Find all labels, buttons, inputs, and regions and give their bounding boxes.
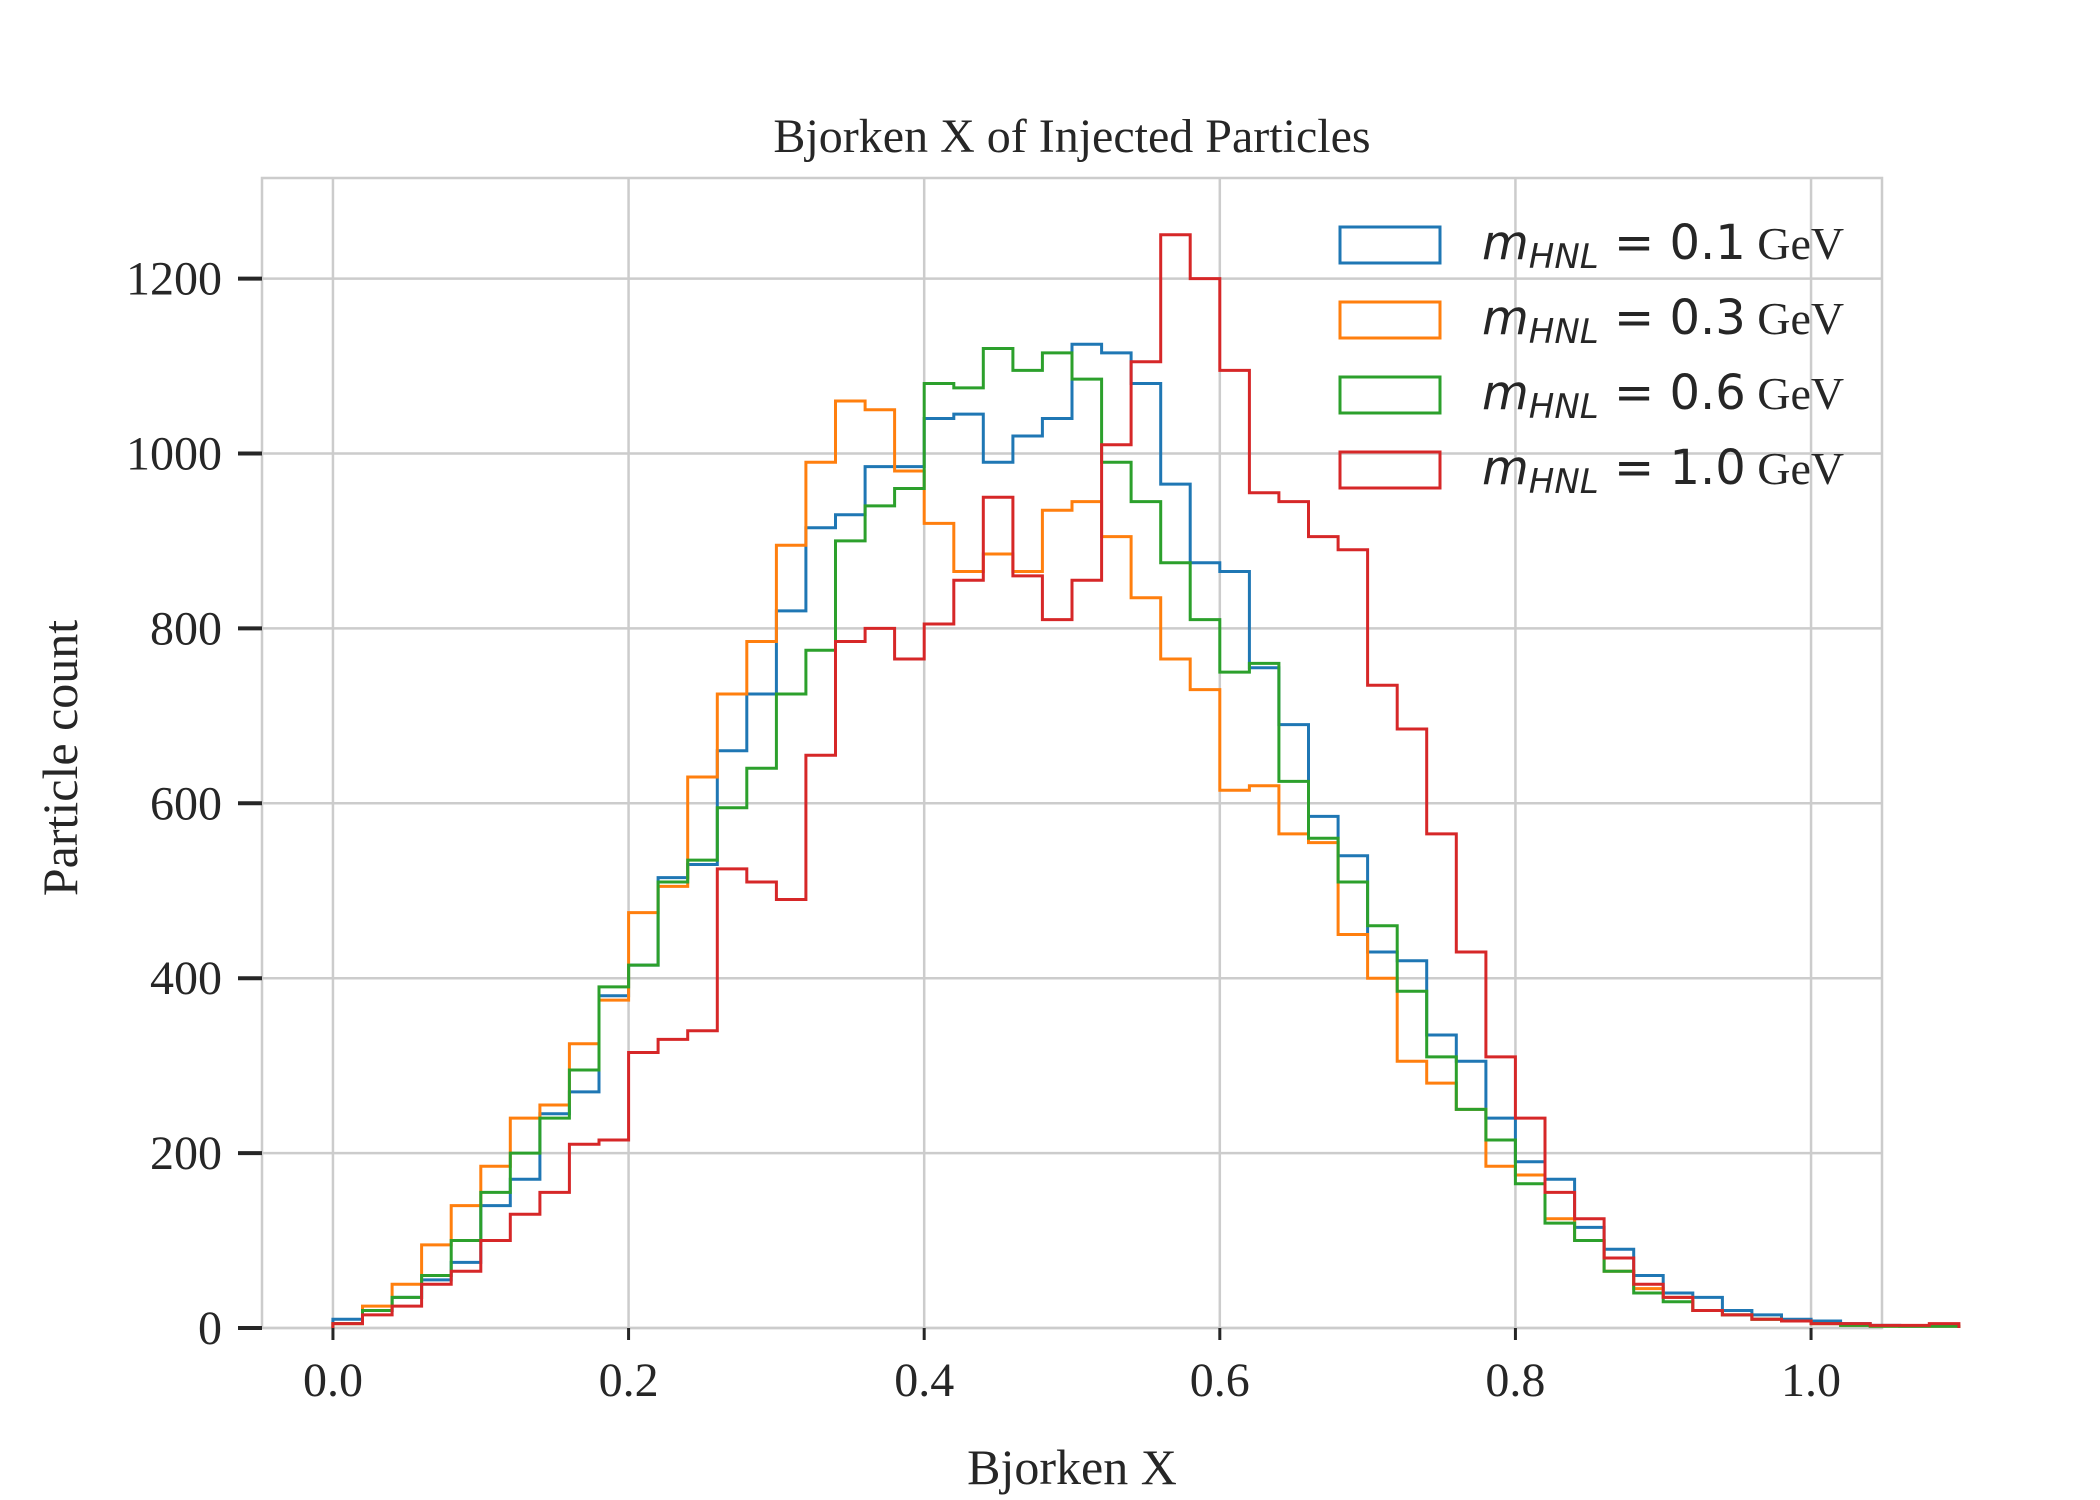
legend: mHNL = 0.1 GeV mHNL = 0.3 GeV mHNL = 0.6 G… — [1338, 215, 1844, 502]
legend-swatch — [1338, 375, 1442, 415]
legend-label: mHNL = 1.0 GeV — [1482, 440, 1844, 502]
legend-swatch — [1338, 225, 1442, 265]
y-tick-label: 1000 — [126, 427, 222, 480]
chart-title: Bjorken X of Injected Particles — [773, 110, 1370, 163]
x-tick-label: 0.6 — [1190, 1354, 1250, 1407]
legend-label: mHNL = 0.1 GeV — [1482, 215, 1844, 277]
legend-swatch — [1338, 450, 1442, 490]
y-axis-label: Particle count — [32, 620, 88, 896]
x-tick-label: 1.0 — [1781, 1354, 1841, 1407]
series-4-histogram — [331, 233, 1961, 1328]
axis-ticks: 0.0 0.2 0.4 0.6 0.8 1.0 0 200 400 600 800 1000 1200 — [126, 253, 1841, 1407]
y-tick-label: 800 — [150, 602, 222, 655]
x-axis-label: Bjorken X — [967, 1439, 1177, 1495]
legend-swatch — [1338, 300, 1442, 340]
series-layer — [331, 233, 1961, 1328]
legend-entry: mHNL = 0.3 GeV — [1338, 290, 1844, 352]
legend-entry: mHNL = 0.1 GeV — [1338, 215, 1844, 277]
y-tick-label: 1200 — [126, 253, 222, 306]
x-tick-label: 0.8 — [1485, 1354, 1545, 1407]
plot-frame — [260, 176, 1884, 1330]
series-3-histogram — [331, 347, 1961, 1328]
x-tick-label: 0.2 — [599, 1354, 659, 1407]
y-tick-label: 200 — [150, 1127, 222, 1180]
legend-entry: mHNL = 1.0 GeV — [1338, 440, 1844, 502]
legend-entry: mHNL = 0.6 GeV — [1338, 365, 1844, 427]
legend-label: mHNL = 0.3 GeV — [1482, 290, 1844, 352]
series-1-histogram — [331, 342, 1961, 1328]
x-tick-label: 0.0 — [303, 1354, 363, 1407]
y-tick-label: 0 — [198, 1302, 222, 1355]
legend-label: mHNL = 0.6 GeV — [1482, 365, 1844, 427]
y-tick-label: 600 — [150, 777, 222, 830]
y-tick-label: 400 — [150, 952, 222, 1005]
x-tick-label: 0.4 — [894, 1354, 954, 1407]
